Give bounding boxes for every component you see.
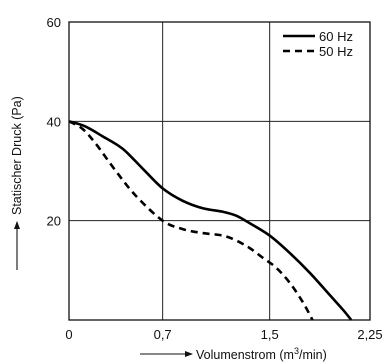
grid — [69, 22, 370, 320]
tick-labels: 0 0,7 1,5 2,25 20 40 60 — [47, 15, 383, 342]
y-tick-label: 40 — [47, 114, 61, 129]
y-tick-label: 20 — [47, 214, 61, 229]
axis-labels: Volumenstrom (m3/min) Statischer Druck (P… — [10, 96, 327, 362]
x-tick-label: 1,5 — [261, 327, 279, 342]
series-line-dashed — [68, 120, 314, 321]
y-axis-label: Statischer Druck (Pa) — [10, 96, 24, 215]
x-tick-label: 0 — [65, 327, 72, 342]
y-tick-label: 60 — [47, 15, 61, 30]
plot-frame — [68, 21, 371, 321]
legend-label: 60 Hz — [319, 29, 353, 44]
x-tick-label: 2,25 — [357, 327, 382, 342]
x-tick-label: 0,7 — [154, 327, 172, 342]
series-line-solid — [68, 120, 353, 321]
x-axis-label: Volumenstrom (m3/min) — [196, 346, 327, 362]
legend-label: 50 Hz — [319, 44, 353, 59]
series-group — [68, 120, 353, 321]
